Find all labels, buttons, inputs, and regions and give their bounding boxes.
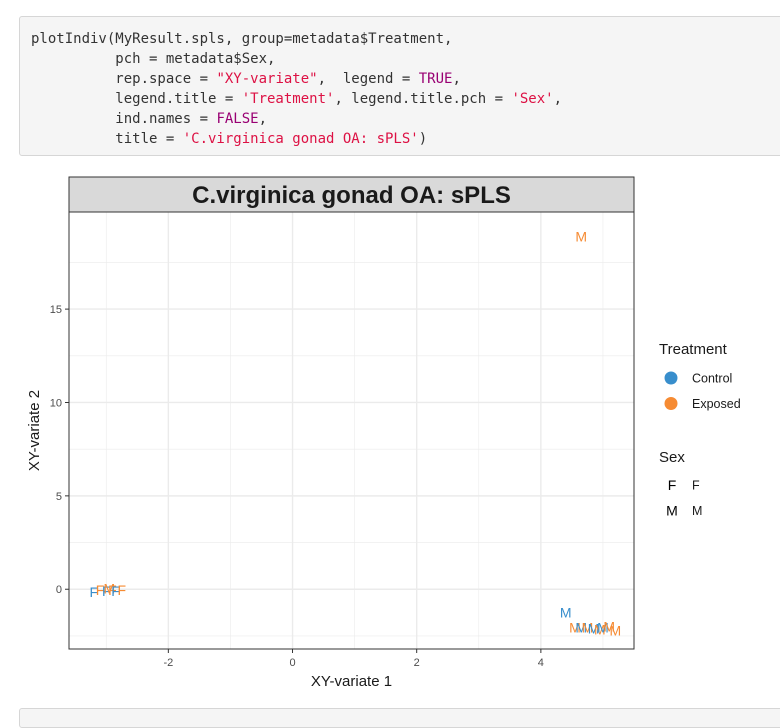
- code-token: 'Sex': [511, 91, 554, 107]
- chart-title: C.virginica gonad OA: sPLS: [192, 182, 511, 209]
- x-tick-label: 4: [538, 657, 544, 669]
- code-token: legend.title =: [31, 91, 242, 107]
- data-point: M: [560, 605, 572, 621]
- data-point: F: [108, 582, 117, 598]
- legend-pch-symbol: M: [666, 503, 678, 519]
- x-tick-label: -2: [163, 657, 173, 669]
- code-line: ind.names = FALSE,: [31, 111, 267, 127]
- code-line: pch = metadata$Sex,: [31, 51, 275, 67]
- code-token: 'Treatment': [241, 91, 335, 107]
- legend-control-label: Control: [692, 372, 732, 386]
- data-point: F: [96, 582, 105, 598]
- data-point: M: [610, 622, 622, 638]
- data-point: F: [117, 582, 126, 598]
- data-point: M: [588, 620, 600, 636]
- code-token: ): [418, 131, 428, 147]
- x-tick-label: 2: [414, 657, 420, 669]
- next-code-block: [19, 708, 780, 728]
- x-axis-title: XY-variate 1: [311, 673, 392, 690]
- panel-background: [69, 212, 634, 649]
- title-strip: [68, 176, 635, 213]
- code-line: rep.space = "XY-variate", legend = TRUE,: [31, 71, 461, 87]
- legend-pch-label: M: [692, 504, 702, 518]
- code-token: ,: [553, 91, 563, 107]
- code-token: TRUE: [418, 71, 453, 87]
- code-token: , legend.title.pch =: [334, 91, 512, 107]
- x-tick-label: 0: [289, 657, 295, 669]
- legend-sex-title: Sex: [659, 449, 685, 466]
- code-token: ,: [452, 71, 461, 87]
- legend-treatment-title: Treatment: [659, 341, 728, 358]
- grid-lines: [69, 212, 634, 649]
- y-axis-title: XY-variate 2: [26, 390, 43, 471]
- legend-control-swatch: [664, 371, 678, 385]
- code-line: legend.title = 'Treatment', legend.title…: [31, 91, 562, 107]
- legend-pch-label: F: [692, 479, 700, 493]
- data-point: M: [597, 620, 609, 636]
- y-tick-label: 15: [50, 304, 62, 316]
- data-point: M: [575, 228, 587, 244]
- y-tick-label: 5: [56, 491, 62, 503]
- code-token: 'C.virginica gonad OA: sPLS': [182, 131, 419, 147]
- code-line: plotIndiv(MyResult.spls, group=metadata$…: [31, 31, 452, 47]
- legend-exposed-swatch: [664, 397, 678, 410]
- r-code: plotIndiv(MyResult.spls, group=metadata$…: [20, 17, 780, 149]
- legend-pch-symbol: F: [668, 477, 677, 493]
- data-point: M: [575, 620, 587, 636]
- code-token: , legend =: [317, 71, 419, 87]
- code-token: rep.space =: [31, 71, 217, 87]
- scatter-plot: C.virginica gonad OA: sPLS MMMMMMMMMMFFF…: [26, 176, 741, 690]
- data-point: F: [111, 583, 120, 599]
- y-tick-label: 10: [50, 397, 62, 409]
- code-token: pch = metadata$Sex,: [31, 51, 276, 67]
- data-point: M: [569, 620, 581, 636]
- data-point: F: [102, 583, 111, 599]
- code-token: ,: [258, 111, 268, 127]
- code-token: plotIndiv(MyResult.spls, group=metadata$…: [31, 31, 453, 47]
- data-point: M: [582, 620, 594, 636]
- axes: -2 0 2 4 0 5 10 15 XY-variate 1 XY-variate 2: [26, 304, 544, 690]
- data-point: M: [104, 580, 116, 596]
- legend-exposed-label: Exposed: [692, 397, 741, 411]
- code-line: title = 'C.virginica gonad OA: sPLS'): [31, 131, 427, 147]
- data-point: M: [603, 619, 615, 635]
- data-point: F: [90, 584, 99, 600]
- y-tick-label: 0: [56, 584, 62, 596]
- code-token: title =: [31, 131, 183, 147]
- code-token: "XY-variate": [216, 71, 318, 87]
- code-token: FALSE: [216, 111, 259, 127]
- code-block: plotIndiv(MyResult.spls, group=metadata$…: [19, 16, 780, 156]
- data-point: M: [594, 621, 606, 637]
- code-token: ind.names =: [31, 111, 217, 127]
